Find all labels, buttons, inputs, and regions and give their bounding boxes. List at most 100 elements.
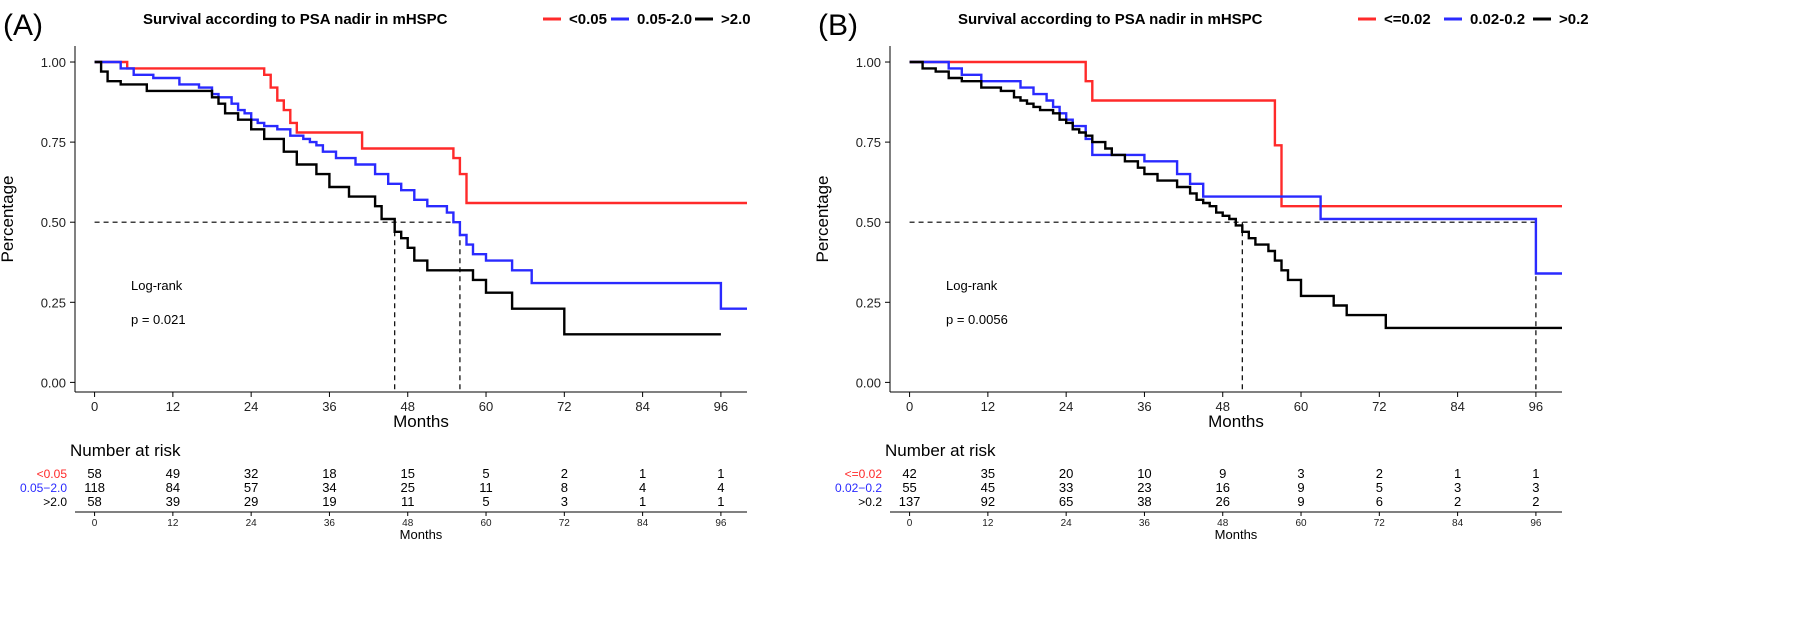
legend-entry: 0.02-0.2 [1470, 11, 1525, 28]
risk-cell: 58 [87, 494, 101, 509]
risk-cell: 5 [482, 466, 489, 481]
risk-cell: 58 [87, 466, 101, 481]
x-tick-label: 60 [479, 399, 493, 414]
y-tick-label: 0.75 [41, 135, 66, 150]
risk-cell: 15 [401, 466, 415, 481]
risk-cell: 65 [1059, 494, 1073, 509]
x-tick-label: 24 [1059, 399, 1073, 414]
risk-cell: 16 [1216, 480, 1230, 495]
risk-table-tick-label: 84 [637, 518, 649, 529]
risk-row-label: 0.05−2.0 [20, 481, 67, 495]
risk-table-title: Number at risk [70, 441, 181, 460]
risk-table-tick-label: 36 [324, 518, 336, 529]
risk-table-tick-label: 60 [1295, 518, 1307, 529]
x-tick-label: 72 [1372, 399, 1386, 414]
risk-cell: 10 [1137, 466, 1151, 481]
risk-table-tick-label: 0 [907, 518, 913, 529]
p-value-label: p = 0.021 [131, 312, 186, 327]
risk-cell: 32 [244, 466, 258, 481]
y-tick-label: 0.00 [856, 375, 881, 390]
risk-cell: 92 [981, 494, 995, 509]
panel-b: (B) Survival according to PSA nadir in mH… [813, 9, 1589, 542]
risk-cell: 19 [322, 494, 336, 509]
x-tick-label: 0 [91, 399, 98, 414]
y-tick-label: 1.00 [856, 55, 881, 70]
x-tick-label: 12 [166, 399, 180, 414]
risk-table-tick-label: 24 [246, 518, 258, 529]
risk-table-tick-label: 84 [1452, 518, 1464, 529]
risk-table-xlabel: Months [1215, 527, 1258, 542]
risk-table-tick-label: 48 [1217, 518, 1229, 529]
risk-table-tick-label: 96 [1530, 518, 1542, 529]
risk-cell: 35 [981, 466, 995, 481]
risk-cell: 11 [401, 494, 415, 509]
risk-cell: 1 [639, 494, 646, 509]
risk-cell: 38 [1137, 494, 1151, 509]
risk-cell: 49 [166, 466, 180, 481]
risk-cell: 29 [244, 494, 258, 509]
risk-cell: 4 [717, 480, 724, 495]
x-tick-label: 48 [1216, 399, 1230, 414]
risk-cell: 6 [1376, 494, 1383, 509]
risk-cell: 45 [981, 480, 995, 495]
risk-table-tick-label: 72 [559, 518, 571, 529]
risk-table-tick-label: 48 [402, 518, 414, 529]
risk-table-tick-label: 24 [1061, 518, 1073, 529]
x-tick-label: 48 [401, 399, 415, 414]
risk-cell: 1 [717, 494, 724, 509]
y-tick-label: 0.25 [41, 295, 66, 310]
x-tick-label: 84 [635, 399, 649, 414]
risk-cell: 1 [1532, 466, 1539, 481]
y-tick-label: 0.75 [856, 135, 881, 150]
risk-cell: 1 [1454, 466, 1461, 481]
survival-curve-series-0 [94, 60, 747, 205]
chart-title: Survival according to PSA nadir in mHSPC [143, 11, 448, 28]
risk-table-tick-label: 72 [1374, 518, 1386, 529]
risk-cell: 25 [401, 480, 415, 495]
risk-table-tick-label: 96 [715, 518, 727, 529]
survival-curve-series-2 [909, 60, 1562, 330]
risk-cell: 8 [561, 480, 568, 495]
y-axis-label: Percentage [813, 176, 832, 263]
risk-table-tick-label: 60 [480, 518, 492, 529]
p-value-label: p = 0.0056 [946, 312, 1008, 327]
risk-cell: 137 [899, 494, 921, 509]
legend-entry: 0.05-2.0 [637, 11, 692, 28]
risk-cell: 84 [166, 480, 180, 495]
y-axis-label: Percentage [0, 176, 17, 263]
risk-cell: 1 [717, 466, 724, 481]
x-tick-label: 36 [322, 399, 336, 414]
legend-entry: <0.05 [569, 11, 607, 28]
risk-cell: 9 [1297, 494, 1304, 509]
legend-entry: >2.0 [721, 11, 751, 28]
risk-cell: 57 [244, 480, 258, 495]
panel-label: (B) [818, 9, 858, 42]
risk-row-label: <=0.02 [845, 467, 883, 481]
risk-row-label: <0.05 [37, 467, 68, 481]
risk-table-tick-label: 0 [92, 518, 98, 529]
chart-title: Survival according to PSA nadir in mHSPC [958, 11, 1263, 28]
risk-table-title: Number at risk [885, 441, 996, 460]
risk-cell: 34 [322, 480, 336, 495]
x-tick-label: 36 [1137, 399, 1151, 414]
risk-cell: 4 [639, 480, 646, 495]
risk-cell: 2 [1532, 494, 1539, 509]
risk-cell: 5 [1376, 480, 1383, 495]
risk-cell: 42 [902, 466, 916, 481]
risk-cell: 5 [482, 494, 489, 509]
log-rank-label: Log-rank [131, 278, 183, 293]
x-tick-label: 72 [557, 399, 571, 414]
x-tick-label: 84 [1450, 399, 1464, 414]
x-axis-label: Months [393, 412, 449, 431]
risk-table-xlabel: Months [400, 527, 443, 542]
risk-cell: 3 [1297, 466, 1304, 481]
risk-cell: 18 [322, 466, 336, 481]
y-tick-label: 0.50 [41, 215, 66, 230]
legend-entry: <=0.02 [1384, 11, 1431, 28]
risk-cell: 2 [561, 466, 568, 481]
survival-curve-series-0 [909, 60, 1562, 208]
risk-row-label: >0.2 [858, 495, 882, 509]
log-rank-label: Log-rank [946, 278, 998, 293]
risk-cell: 3 [561, 494, 568, 509]
